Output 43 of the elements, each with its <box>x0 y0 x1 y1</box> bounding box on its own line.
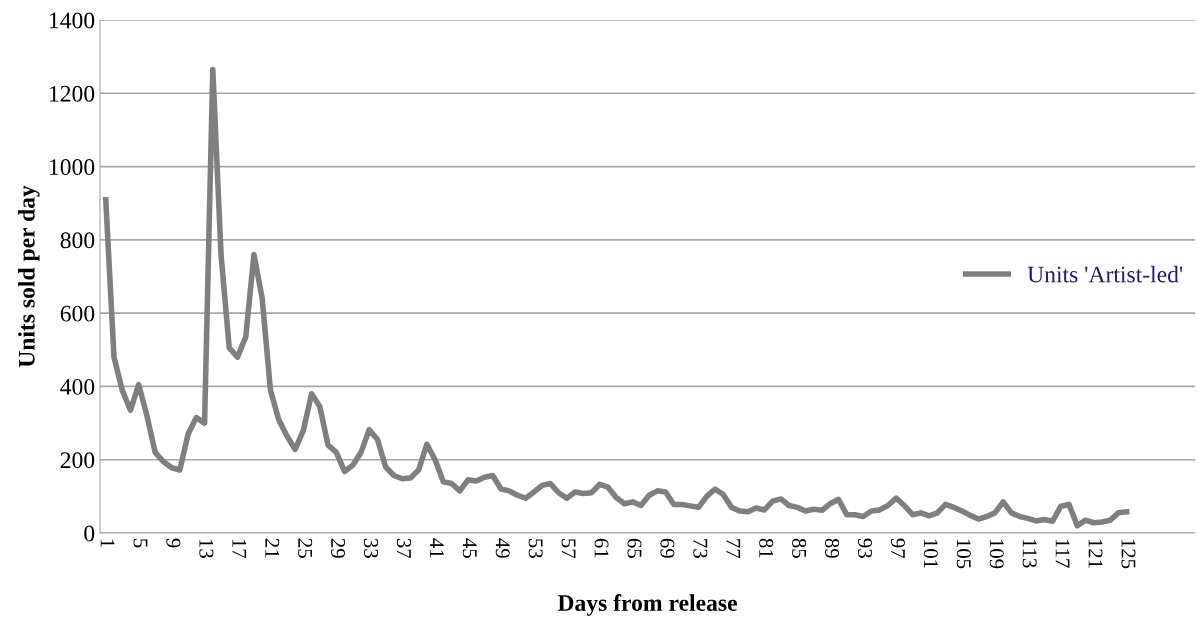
x-tick-label: 13 <box>199 539 214 558</box>
y-tick-label: 0 <box>84 525 95 542</box>
y-tick-label: 1400 <box>49 12 95 29</box>
x-tick-label: 69 <box>660 538 675 558</box>
y-tick-label: 600 <box>60 305 95 322</box>
x-tick-label: 73 <box>693 539 708 558</box>
x-tick-label: 85 <box>792 538 807 558</box>
x-tick-label: 45 <box>462 538 477 558</box>
x-tick-label: 117 <box>1055 539 1070 568</box>
x-tick-label: 5 <box>133 539 148 548</box>
x-tick-label: 93 <box>857 538 872 558</box>
x-tick-label: 89 <box>825 538 840 558</box>
x-tick-label: 125 <box>1121 539 1136 569</box>
x-tick-label: 81 <box>759 538 774 558</box>
y-tick-label: 1200 <box>49 85 95 102</box>
x-tick-label: 105 <box>956 539 971 569</box>
x-tick-label: 113 <box>1022 539 1037 568</box>
legend-label: Units 'Artist-led' <box>1027 265 1183 283</box>
x-tick-label: 65 <box>627 538 642 558</box>
x-tick-label: 57 <box>561 539 576 559</box>
y-tick-label: 400 <box>60 378 95 395</box>
x-tick-label: 49 <box>495 538 510 558</box>
x-tick-label: 17 <box>232 539 247 559</box>
x-tick-label: 25 <box>298 538 313 558</box>
x-tick-label: 21 <box>265 538 280 558</box>
x-tick-label: 109 <box>989 539 1004 569</box>
x-tick-label: 97 <box>890 538 905 559</box>
y-tick-label: 1000 <box>49 159 95 175</box>
y-axis-title: Units sold per day <box>18 185 40 368</box>
x-tick-label: 1 <box>100 539 115 548</box>
x-tick-label: 121 <box>1088 539 1103 568</box>
y-tick-label: 800 <box>60 232 95 249</box>
x-tick-label: 41 <box>430 538 444 558</box>
x-tick-label: 9 <box>166 538 181 548</box>
x-tick-label: 33 <box>364 538 379 558</box>
x-tick-label: 37 <box>396 538 411 559</box>
x-tick-label: 53 <box>528 539 543 558</box>
x-axis-title: Days from release <box>557 594 737 616</box>
x-tick-label: 61 <box>594 538 609 558</box>
x-tick-label: 77 <box>726 539 741 559</box>
y-tick-label: 200 <box>60 452 95 469</box>
x-tick-label: 101 <box>923 539 938 568</box>
x-tick-label: 29 <box>331 538 346 558</box>
